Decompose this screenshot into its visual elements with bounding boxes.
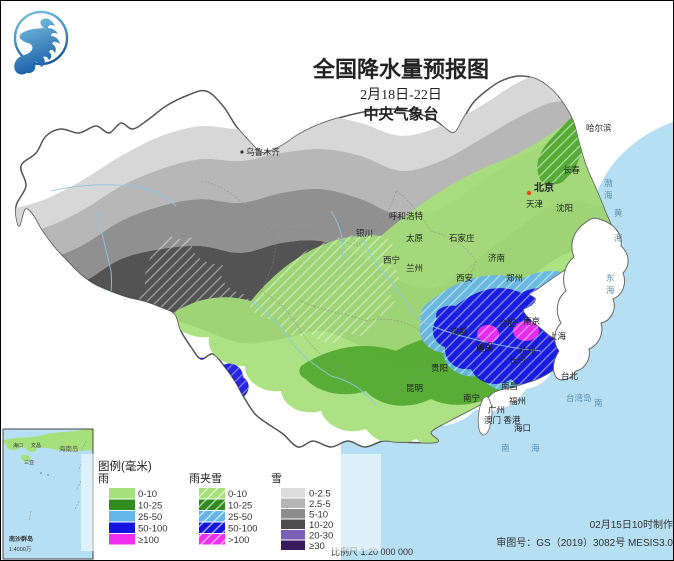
svg-text:0-10: 0-10 — [228, 489, 247, 500]
svg-text:海口: 海口 — [13, 442, 23, 449]
svg-text:10-20: 10-20 — [309, 520, 333, 531]
svg-text:海口: 海口 — [514, 423, 531, 433]
svg-text:哈尔滨: 哈尔滨 — [586, 123, 612, 133]
svg-text:雪: 雪 — [271, 472, 282, 485]
svg-text:沈阳: 沈阳 — [556, 203, 573, 213]
svg-text:东: 东 — [606, 273, 615, 283]
svg-text:文昌: 文昌 — [31, 442, 41, 449]
svg-text:南: 南 — [501, 443, 510, 453]
svg-text:济南: 济南 — [488, 253, 505, 263]
svg-text:上海: 上海 — [549, 331, 567, 341]
svg-text:南昌: 南昌 — [501, 381, 518, 391]
svg-text:乌鲁木齐: 乌鲁木齐 — [246, 147, 281, 157]
svg-text:海: 海 — [614, 233, 623, 243]
svg-text:太原: 太原 — [406, 233, 423, 243]
svg-text:郑州: 郑州 — [506, 273, 523, 283]
svg-text:50-100: 50-100 — [138, 524, 168, 535]
svg-text:武汉: 武汉 — [476, 341, 494, 351]
svg-text:石家庄: 石家庄 — [449, 233, 475, 243]
svg-text:南沙群岛: 南沙群岛 — [9, 535, 33, 543]
svg-text:海南岛: 海南岛 — [59, 444, 79, 453]
svg-text:福州: 福州 — [509, 396, 526, 406]
svg-text:长春: 长春 — [563, 165, 581, 175]
svg-text:全国降水量预报图: 全国降水量预报图 — [312, 57, 489, 82]
svg-text:台湾岛: 台湾岛 — [566, 393, 592, 403]
svg-text:北京: 北京 — [534, 181, 554, 194]
svg-text:10-25: 10-25 — [138, 501, 162, 512]
svg-text:2月18日-22日: 2月18日-22日 — [360, 87, 442, 103]
svg-text:2.5-5: 2.5-5 — [309, 499, 331, 510]
svg-text:银川: 银川 — [356, 228, 373, 238]
svg-text:雨夹雪: 雨夹雪 — [189, 472, 222, 485]
svg-text:50-100: 50-100 — [228, 524, 258, 535]
svg-text:>100: >100 — [228, 535, 249, 546]
svg-text:海: 海 — [604, 190, 613, 200]
svg-text:5-10: 5-10 — [309, 510, 328, 521]
svg-text:兰州: 兰州 — [406, 263, 423, 273]
svg-text:0-10: 0-10 — [138, 489, 157, 500]
svg-text:≥30: ≥30 — [309, 541, 325, 552]
svg-text:图例(毫米): 图例(毫米) — [98, 459, 152, 473]
svg-text:合肥: 合肥 — [499, 318, 517, 328]
svg-text:台北: 台北 — [561, 371, 579, 381]
svg-text:海: 海 — [531, 443, 540, 453]
svg-text:02月15日10时制作: 02月15日10时制作 — [590, 518, 673, 531]
svg-text:10-25: 10-25 — [228, 501, 252, 512]
svg-text:黄: 黄 — [614, 208, 623, 218]
svg-text:≥100: ≥100 — [138, 535, 159, 546]
svg-text:渤: 渤 — [604, 178, 613, 188]
svg-text:西宁: 西宁 — [383, 255, 400, 265]
svg-text:南宁: 南宁 — [463, 393, 480, 403]
svg-text:三亚: 三亚 — [24, 460, 34, 466]
svg-text:20-30: 20-30 — [309, 531, 333, 542]
svg-text:广州: 广州 — [488, 405, 505, 415]
svg-text:海: 海 — [606, 285, 615, 295]
svg-text:西安: 西安 — [456, 273, 473, 283]
svg-text:呼和浩特: 呼和浩特 — [389, 211, 424, 221]
svg-text:贵阳: 贵阳 — [431, 363, 448, 373]
svg-text:中央气象台: 中央气象台 — [363, 105, 438, 123]
svg-text:1:4000万: 1:4000万 — [9, 546, 32, 553]
svg-text:审图号：GS（2019）3082号 MESIS3.0: 审图号：GS（2019）3082号 MESIS3.0 — [496, 536, 673, 549]
svg-text:南京: 南京 — [523, 316, 540, 326]
svg-text:长沙: 长沙 — [509, 355, 527, 365]
svg-text:杭州: 杭州 — [519, 346, 536, 356]
svg-text:0-2.5: 0-2.5 — [309, 489, 331, 500]
svg-text:25-50: 25-50 — [228, 512, 252, 523]
svg-text:25-50: 25-50 — [138, 512, 162, 523]
svg-text:雨: 雨 — [98, 473, 109, 485]
svg-text:昆明: 昆明 — [406, 383, 423, 393]
svg-text:天津: 天津 — [526, 199, 544, 209]
svg-text:成都: 成都 — [451, 326, 467, 336]
svg-text:南: 南 — [594, 398, 603, 408]
